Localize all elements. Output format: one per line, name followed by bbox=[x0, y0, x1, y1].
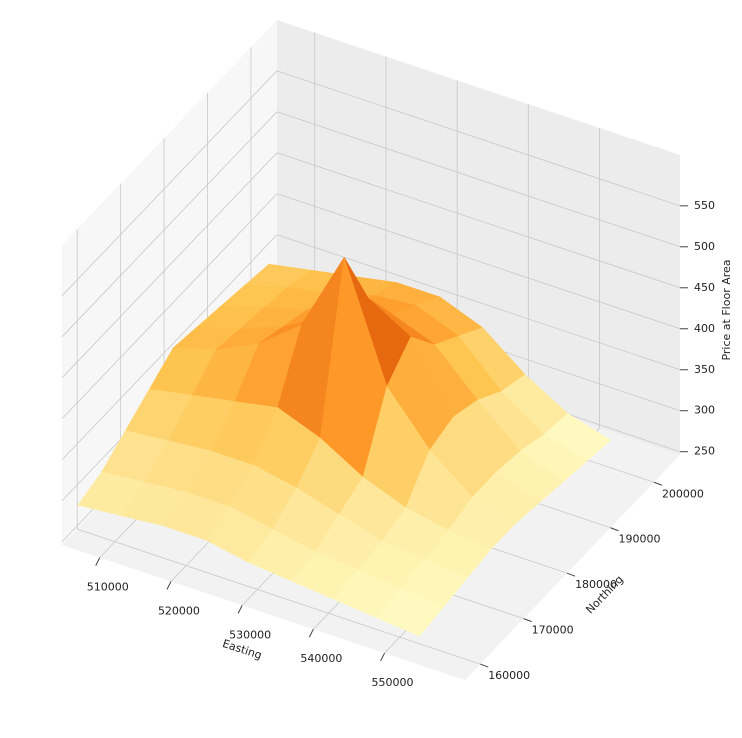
y-tick bbox=[523, 618, 532, 623]
x-tick bbox=[308, 628, 314, 638]
z-tick-label: 350 bbox=[694, 363, 715, 376]
y-tick-label: 170000 bbox=[532, 624, 574, 637]
grid-line bbox=[61, 234, 278, 461]
surface-patch bbox=[376, 588, 444, 637]
x-tick-label: 520000 bbox=[158, 604, 200, 617]
grid-line bbox=[276, 70, 681, 207]
z-axis-label: Price at Floor Area bbox=[720, 259, 733, 360]
z-tick-label: 400 bbox=[694, 322, 715, 335]
x-tick-label: 550000 bbox=[372, 676, 414, 689]
grid-line bbox=[276, 111, 681, 248]
x-tick-label: 530000 bbox=[229, 628, 271, 641]
z-tick-label: 250 bbox=[694, 445, 715, 458]
grid-line bbox=[61, 193, 278, 420]
z-tick-label: 500 bbox=[694, 240, 715, 253]
y-tick-label: 200000 bbox=[662, 487, 704, 500]
x-tick-label: 540000 bbox=[300, 652, 342, 665]
y-tick bbox=[610, 527, 619, 532]
y-tick bbox=[566, 572, 576, 577]
grid-line bbox=[77, 528, 481, 665]
x-tick bbox=[166, 581, 172, 590]
grid-line bbox=[276, 193, 681, 330]
x-tick bbox=[95, 557, 101, 566]
grid-line bbox=[61, 70, 278, 297]
z-tick-label: 450 bbox=[694, 281, 715, 294]
x-tick-label: 510000 bbox=[87, 581, 129, 594]
grid-line bbox=[61, 111, 278, 338]
x-tick bbox=[380, 652, 385, 662]
z-tick-label: 300 bbox=[694, 404, 715, 417]
left-pane bbox=[62, 20, 277, 545]
y-tick-label: 190000 bbox=[619, 533, 661, 546]
y-tick-label: 160000 bbox=[488, 669, 530, 682]
y-tick-label: 180000 bbox=[575, 578, 617, 591]
z-tick-label: 550 bbox=[694, 199, 715, 212]
y-tick bbox=[480, 663, 489, 668]
grid-line bbox=[276, 152, 681, 289]
x-tick bbox=[237, 605, 243, 614]
grid-line bbox=[61, 152, 278, 379]
y-tick bbox=[653, 481, 663, 486]
